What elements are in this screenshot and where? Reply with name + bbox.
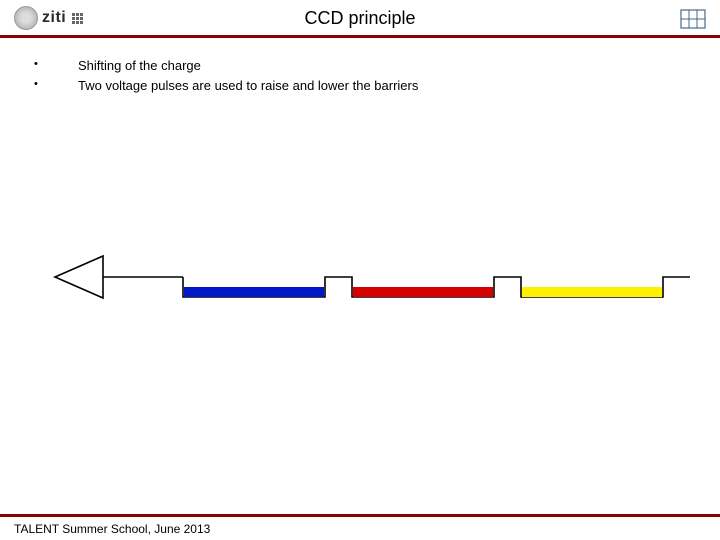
slide-content: Shifting of the charge Two voltage pulse… <box>0 38 720 95</box>
right-logo-icon <box>680 8 706 30</box>
slide-header: ziti CCD principle <box>0 0 720 38</box>
bullet-list: Shifting of the charge Two voltage pulse… <box>24 56 696 95</box>
footer-text: TALENT Summer School, June 2013 <box>14 522 210 536</box>
bullet-text: Two voltage pulses are used to raise and… <box>78 76 418 96</box>
ccd-diagram <box>0 215 720 335</box>
slide-footer: TALENT Summer School, June 2013 <box>0 514 720 540</box>
university-seal-icon <box>14 6 38 30</box>
slide-title: CCD principle <box>304 8 415 29</box>
ziti-squares-icon <box>72 13 83 24</box>
list-item: Two voltage pulses are used to raise and… <box>24 76 696 96</box>
list-item: Shifting of the charge <box>24 56 696 76</box>
ziti-logo-text: ziti <box>42 9 66 27</box>
bullet-text: Shifting of the charge <box>78 56 201 76</box>
left-logo: ziti <box>14 6 83 30</box>
